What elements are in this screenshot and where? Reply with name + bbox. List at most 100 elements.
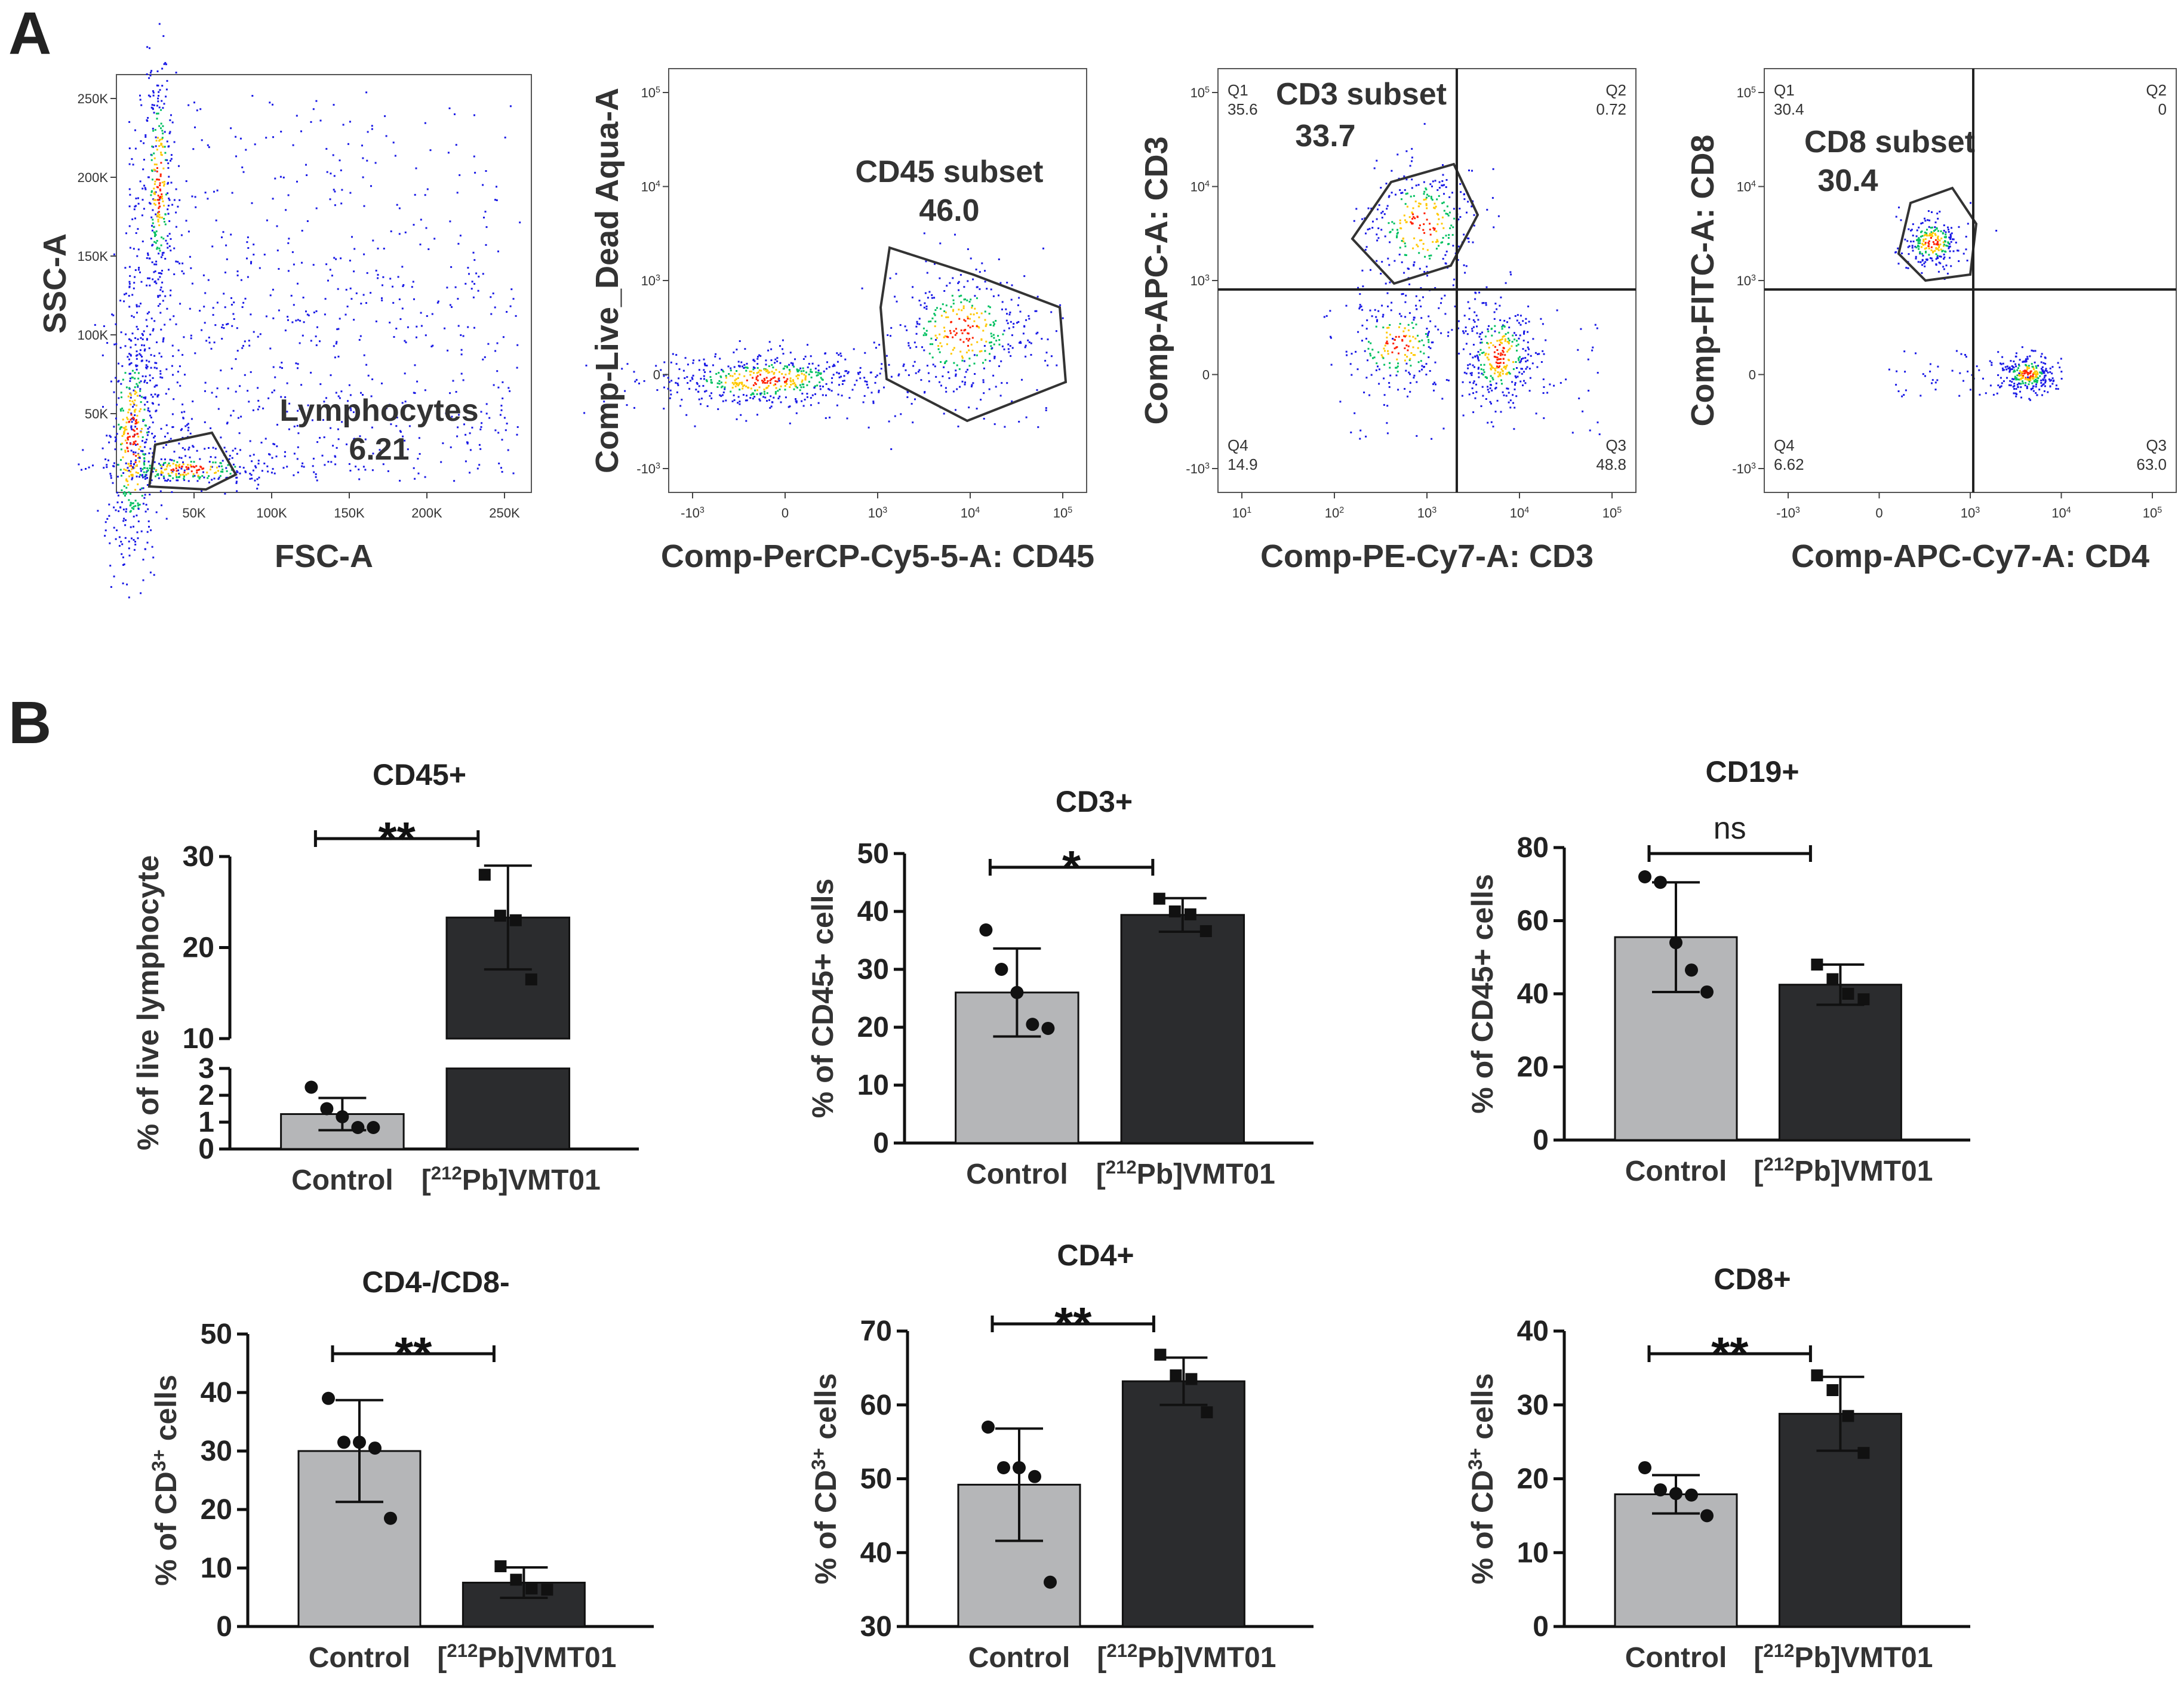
event-dot	[497, 386, 500, 389]
y-tick-label: 50K	[85, 406, 108, 421]
event-dot	[353, 319, 355, 321]
event-dot	[147, 460, 150, 463]
event-dot	[1409, 390, 1411, 393]
event-dot	[802, 367, 804, 369]
event-dot	[158, 23, 161, 25]
event-dot	[143, 349, 146, 352]
event-dot	[761, 380, 763, 382]
event-dot	[1514, 332, 1515, 334]
event-dot	[150, 366, 152, 369]
event-dot	[448, 107, 451, 109]
event-dot	[137, 228, 139, 230]
event-dot	[1383, 377, 1385, 380]
event-dot	[1931, 382, 1933, 384]
event-dot	[1389, 366, 1391, 369]
event-dot	[163, 205, 165, 207]
event-dot	[2021, 372, 2023, 375]
event-dot	[792, 383, 794, 385]
event-dot	[253, 244, 255, 246]
event-dot	[976, 341, 979, 343]
event-dot	[172, 355, 174, 358]
event-dot	[961, 355, 963, 358]
event-dot	[1519, 380, 1522, 383]
event-dot	[1474, 311, 1476, 313]
event-dot	[127, 480, 128, 482]
event-dot	[128, 283, 131, 285]
category-label: [212Pb]VMT01	[422, 1163, 601, 1197]
event-dot	[1476, 332, 1478, 334]
event-dot	[345, 288, 347, 291]
event-dot	[968, 406, 970, 409]
event-dot	[137, 457, 139, 459]
event-dot	[1936, 227, 1938, 230]
event-dot	[141, 356, 143, 358]
event-dot	[934, 314, 936, 316]
event-dot	[147, 254, 149, 256]
event-dot	[144, 494, 146, 496]
event-dot	[867, 386, 869, 389]
event-dot	[749, 370, 751, 372]
event-dot	[392, 285, 393, 288]
event-dot	[796, 377, 799, 380]
event-dot	[1949, 257, 1951, 259]
event-dot	[157, 195, 159, 197]
event-dot	[149, 426, 151, 429]
event-dot	[158, 224, 161, 226]
event-dot	[2017, 378, 2019, 381]
event-dot	[963, 360, 965, 362]
event-dot	[372, 452, 374, 455]
event-dot	[769, 380, 771, 381]
event-dot	[1463, 371, 1466, 374]
event-dot	[157, 199, 159, 201]
data-point	[1842, 1410, 1854, 1422]
event-dot	[133, 287, 135, 289]
event-dot	[257, 460, 260, 462]
event-dot	[1428, 255, 1431, 257]
event-dot	[1492, 426, 1494, 428]
event-dot	[164, 469, 166, 471]
event-dot	[1514, 338, 1516, 341]
event-dot	[470, 288, 473, 290]
event-dot	[485, 244, 487, 246]
event-dot	[2020, 386, 2022, 389]
event-dot	[432, 344, 434, 347]
event-dot	[323, 436, 325, 439]
event-dot	[155, 140, 158, 142]
event-dot	[992, 321, 995, 324]
event-dot	[908, 344, 910, 347]
event-dot	[2007, 367, 2010, 369]
event-dot	[249, 478, 251, 480]
event-dot	[1497, 371, 1499, 374]
event-dot	[487, 343, 490, 345]
event-dot	[838, 354, 840, 356]
event-dot	[1006, 282, 1008, 284]
chart-title: CD45+	[373, 758, 466, 791]
event-dot	[183, 336, 185, 338]
event-dot	[149, 374, 151, 377]
event-dot	[944, 362, 946, 364]
event-dot	[755, 383, 757, 386]
event-dot	[779, 345, 781, 347]
event-dot	[1423, 212, 1426, 214]
event-dot	[130, 463, 132, 465]
event-dot	[930, 321, 932, 322]
event-dot	[963, 319, 965, 321]
event-dot	[1462, 348, 1465, 350]
event-dot	[125, 469, 127, 472]
event-dot	[976, 354, 978, 356]
event-dot	[128, 540, 130, 543]
event-dot	[1965, 248, 1967, 251]
event-dot	[139, 410, 141, 412]
event-dot	[124, 491, 126, 493]
event-dot	[2015, 378, 2017, 381]
event-dot	[1006, 313, 1008, 315]
event-dot	[131, 537, 133, 540]
event-dot	[1948, 231, 1950, 233]
event-dot	[288, 238, 290, 240]
event-dot	[216, 387, 219, 390]
event-dot	[946, 343, 948, 346]
event-dot	[1997, 351, 2000, 353]
event-dot	[299, 408, 301, 410]
event-dot	[1028, 315, 1030, 317]
event-dot	[814, 367, 817, 369]
